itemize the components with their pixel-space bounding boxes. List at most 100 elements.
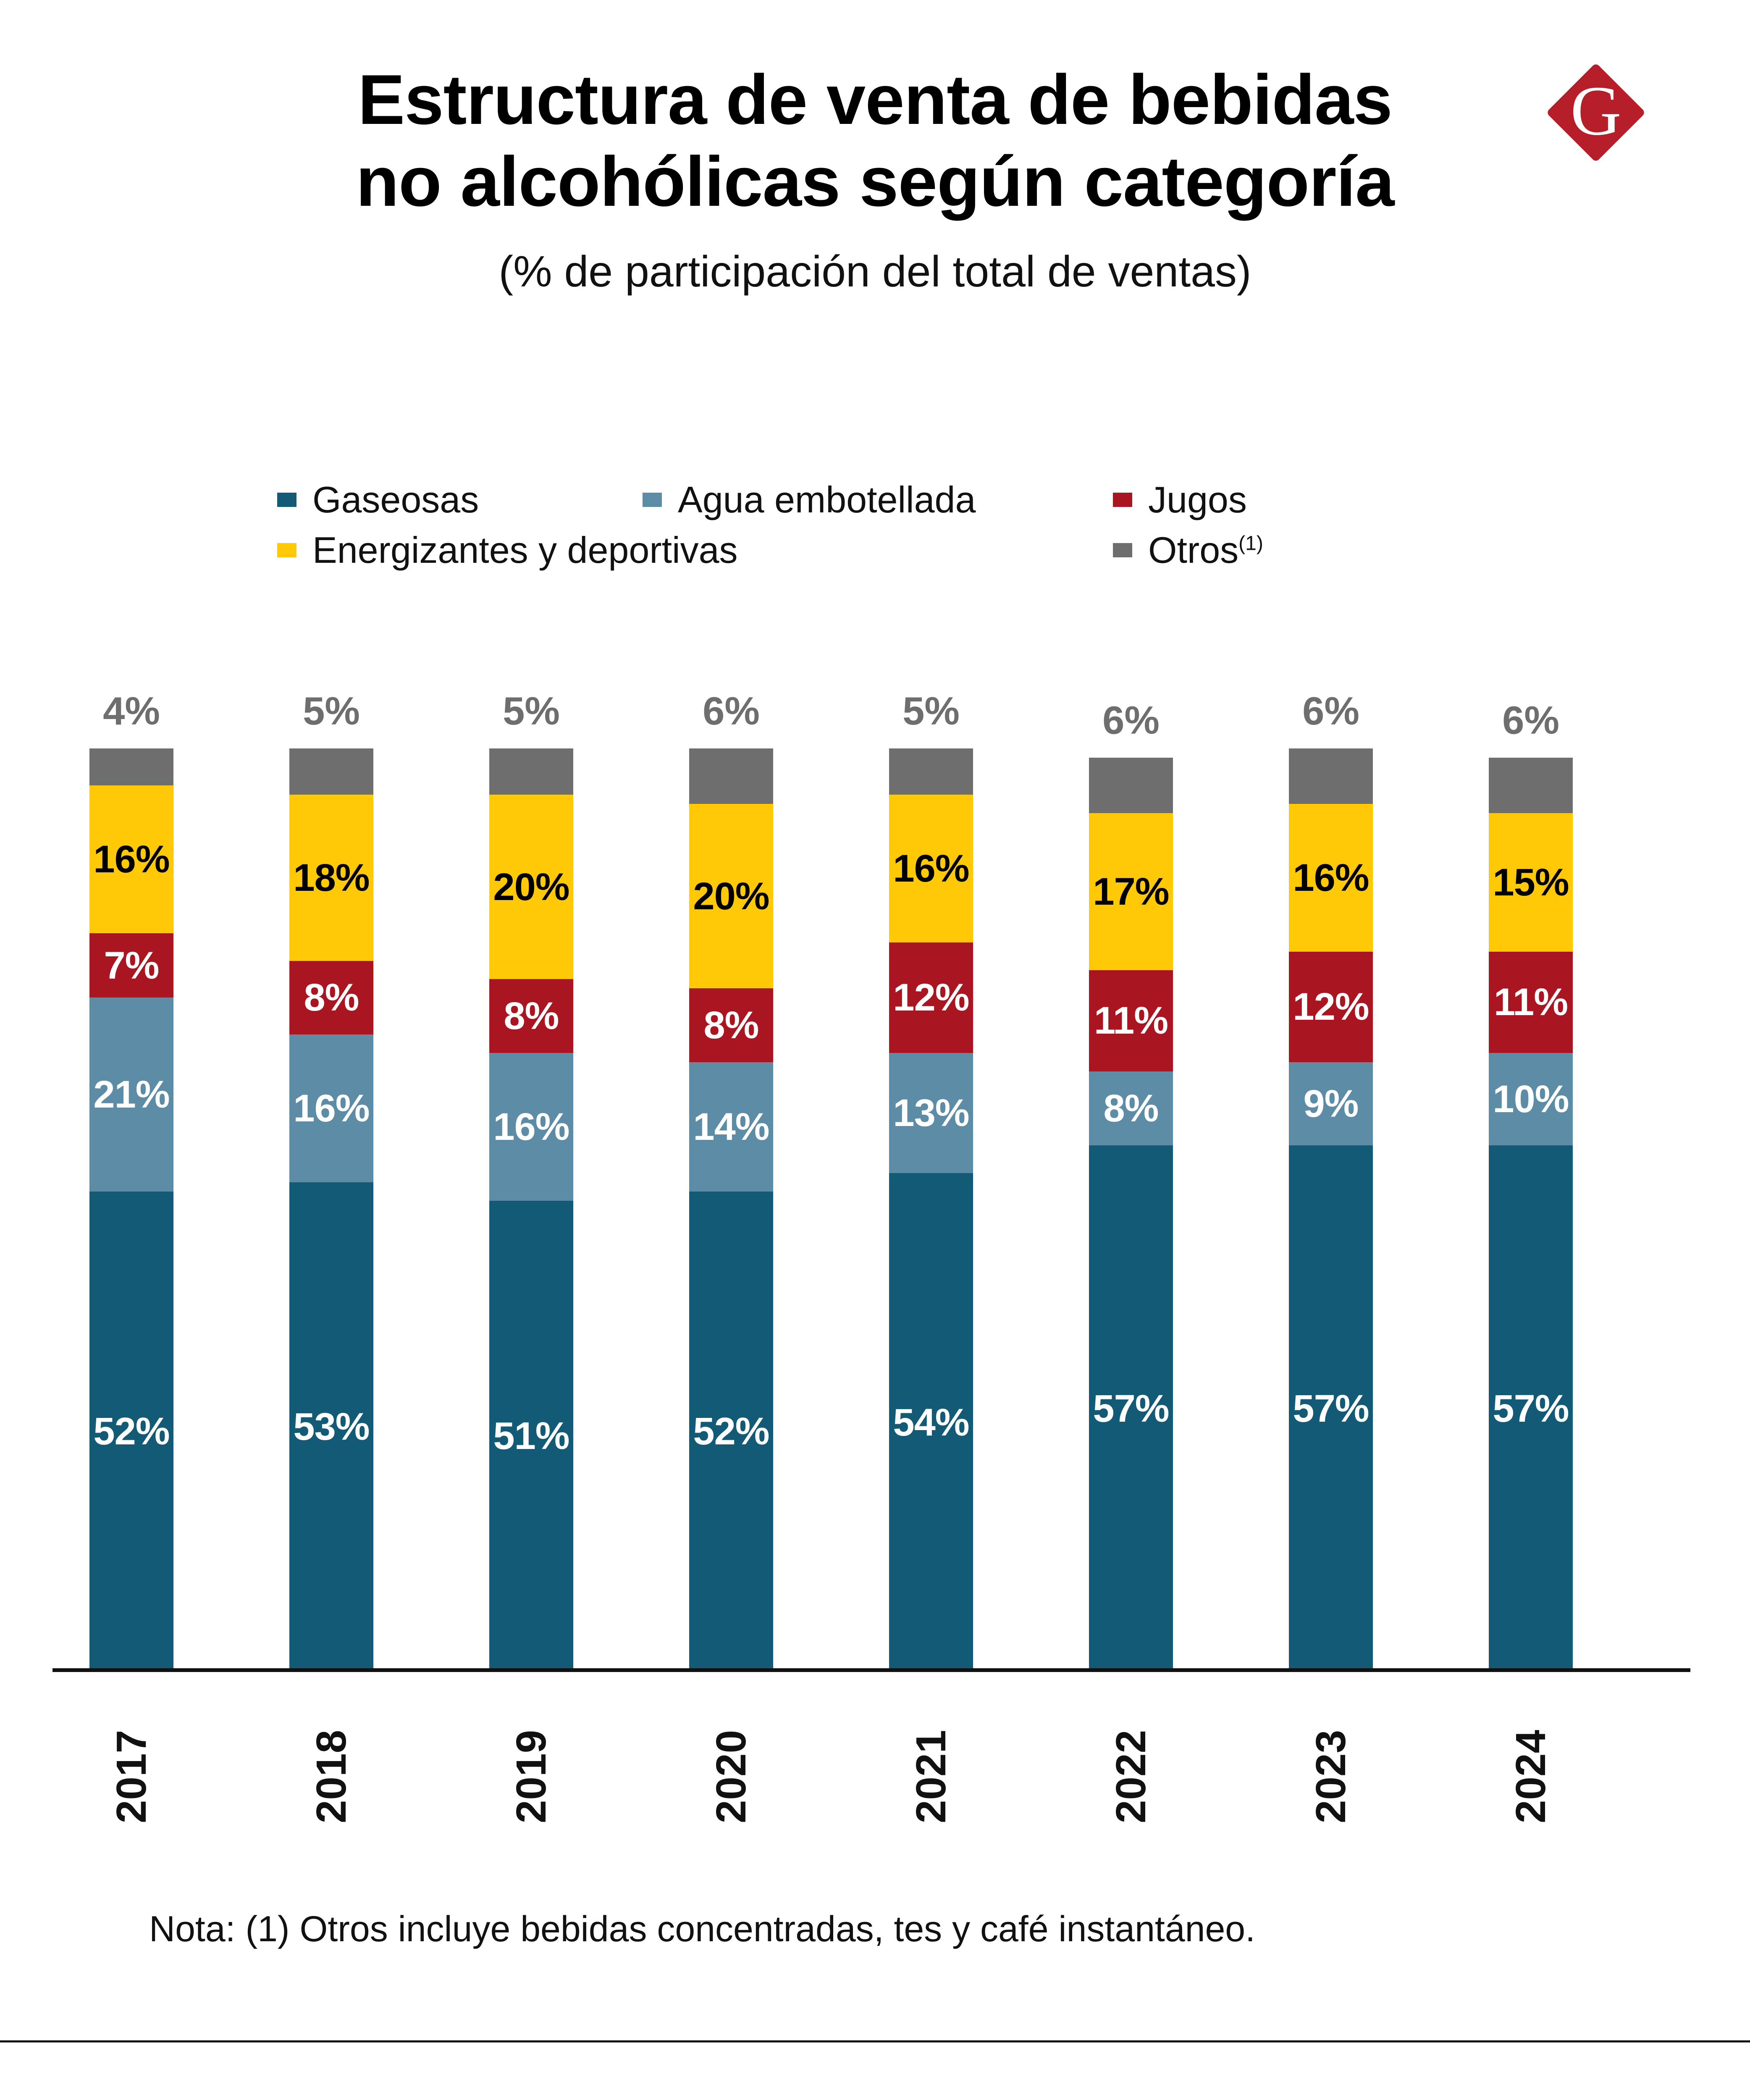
legend-item-agua-embotellada[interactable]: Agua embotellada bbox=[643, 481, 1113, 518]
bar-segment-energizantes-y-deportivas-2018[interactable]: 18% bbox=[289, 794, 373, 961]
bar-segment-jugos-2021[interactable]: 12% bbox=[889, 942, 973, 1053]
x-axis-tick-2020: 2020 bbox=[689, 1688, 773, 1865]
bar-value-label: 21% bbox=[93, 1073, 170, 1116]
legend-label-otros-text: Otros bbox=[1148, 529, 1239, 571]
legend-item-jugos[interactable]: Jugos bbox=[1113, 481, 1449, 518]
bar-value-label: 12% bbox=[1293, 985, 1369, 1029]
x-axis-tick-label: 2020 bbox=[708, 1730, 755, 1824]
x-axis-tick-label: 2021 bbox=[908, 1730, 955, 1824]
bar-segment-gaseosas-2017[interactable]: 52% bbox=[89, 1192, 173, 1672]
bar-value-label: 15% bbox=[1493, 861, 1569, 904]
legend-swatch-jugos bbox=[1113, 493, 1132, 507]
bar-value-label: 57% bbox=[1493, 1387, 1569, 1430]
bar-segment-gaseosas-2019[interactable]: 51% bbox=[489, 1200, 573, 1672]
bar-segment-energizantes-y-deportivas-2024[interactable]: 15% bbox=[1489, 813, 1573, 952]
bar-segment-otros-2018[interactable] bbox=[289, 748, 373, 795]
bar-segment-agua-embotellada-2022[interactable]: 8% bbox=[1089, 1071, 1173, 1146]
bar-segment-agua-embotellada-2018[interactable]: 16% bbox=[289, 1034, 373, 1183]
bar-segment-gaseosas-2024[interactable]: 57% bbox=[1489, 1145, 1573, 1672]
bar-top-label-2018: 5% bbox=[303, 689, 360, 733]
x-axis-ticks: 2017 2018 2019 2020 2021 2022 2023 2024 bbox=[52, 1688, 1690, 1865]
bar-segment-agua-embotellada-2020[interactable]: 14% bbox=[689, 1062, 773, 1192]
x-axis-tick-label: 2023 bbox=[1307, 1730, 1354, 1824]
bar-segment-energizantes-y-deportivas-2021[interactable]: 16% bbox=[889, 794, 973, 942]
bar-group-2020[interactable]: 6% 20% 8% 14% 52% bbox=[689, 691, 773, 1672]
bar-series-container: 4% 16% 7% 21% 52% 5% 18% 8% 16% 53% 5% 20% 8% 16% 51% 6… bbox=[52, 672, 1690, 1672]
bar-segment-energizantes-y-deportivas-2022[interactable]: 17% bbox=[1089, 813, 1173, 970]
bar-segment-otros-2017[interactable] bbox=[89, 748, 173, 785]
bar-group-2019[interactable]: 5% 20% 8% 16% 51% bbox=[489, 691, 573, 1672]
bar-segment-energizantes-y-deportivas-2023[interactable]: 16% bbox=[1289, 803, 1373, 952]
bar-segment-otros-2022[interactable] bbox=[1089, 757, 1173, 813]
bar-value-label: 8% bbox=[1103, 1087, 1159, 1130]
bar-segment-energizantes-y-deportivas-2017[interactable]: 16% bbox=[89, 785, 173, 933]
legend-item-otros[interactable]: Otros(1) bbox=[1113, 532, 1449, 569]
bar-value-label: 7% bbox=[104, 944, 160, 987]
bar-segment-agua-embotellada-2024[interactable]: 10% bbox=[1489, 1053, 1573, 1146]
bar-segment-otros-2020[interactable] bbox=[689, 748, 773, 804]
x-axis-tick-2017: 2017 bbox=[89, 1688, 173, 1865]
bar-value-label: 53% bbox=[293, 1405, 370, 1449]
page-title-line-1: Estructura de venta de bebidas bbox=[358, 60, 1393, 139]
legend-label-gaseosas: Gaseosas bbox=[312, 479, 479, 520]
bar-segment-agua-embotellada-2021[interactable]: 13% bbox=[889, 1053, 973, 1173]
bar-segment-gaseosas-2022[interactable]: 57% bbox=[1089, 1145, 1173, 1672]
legend-row-2: Energizantes y deportivas Otros(1) bbox=[277, 525, 1495, 575]
bar-value-label: 14% bbox=[693, 1105, 769, 1149]
x-axis-tick-2019: 2019 bbox=[489, 1688, 573, 1865]
bar-segment-otros-2021[interactable] bbox=[889, 748, 973, 795]
bar-value-label: 16% bbox=[1293, 856, 1369, 899]
x-axis-tick-2024: 2024 bbox=[1489, 1688, 1573, 1865]
bar-segment-gaseosas-2021[interactable]: 54% bbox=[889, 1173, 973, 1672]
bar-group-2023[interactable]: 6% 16% 12% 9% 57% bbox=[1289, 691, 1373, 1672]
bar-stack-2020: 20% 8% 14% 52% bbox=[689, 748, 773, 1672]
bar-value-label: 18% bbox=[293, 856, 370, 899]
legend-item-energizantes-y-deportivas[interactable]: Energizantes y deportivas bbox=[277, 532, 1113, 569]
bar-segment-gaseosas-2023[interactable]: 57% bbox=[1289, 1145, 1373, 1672]
bar-value-label: 8% bbox=[304, 976, 359, 1019]
bar-segment-agua-embotellada-2019[interactable]: 16% bbox=[489, 1053, 573, 1201]
bar-group-2022[interactable]: 6% 17% 11% 8% 57% bbox=[1089, 700, 1173, 1672]
bar-segment-jugos-2018[interactable]: 8% bbox=[289, 961, 373, 1035]
bar-segment-otros-2019[interactable] bbox=[489, 748, 573, 795]
bar-segment-jugos-2019[interactable]: 8% bbox=[489, 979, 573, 1053]
bar-segment-energizantes-y-deportivas-2019[interactable]: 20% bbox=[489, 794, 573, 979]
bar-segment-energizantes-y-deportivas-2020[interactable]: 20% bbox=[689, 803, 773, 989]
bar-top-label-2017: 4% bbox=[103, 689, 160, 733]
bar-segment-jugos-2017[interactable]: 7% bbox=[89, 933, 173, 998]
bar-value-label: 57% bbox=[1293, 1387, 1369, 1430]
bar-segment-otros-2023[interactable] bbox=[1289, 748, 1373, 804]
bar-segment-jugos-2020[interactable]: 8% bbox=[689, 988, 773, 1063]
bar-segment-gaseosas-2020[interactable]: 52% bbox=[689, 1192, 773, 1672]
title-block: Estructura de venta de bebidas no alcohó… bbox=[0, 0, 1750, 223]
bar-group-2017[interactable]: 4% 16% 7% 21% 52% bbox=[89, 691, 173, 1672]
bar-value-label: 52% bbox=[93, 1410, 170, 1453]
bar-segment-agua-embotellada-2017[interactable]: 21% bbox=[89, 998, 173, 1192]
bar-group-2021[interactable]: 5% 16% 12% 13% 54% bbox=[889, 691, 973, 1672]
bar-segment-jugos-2022[interactable]: 11% bbox=[1089, 970, 1173, 1072]
bar-value-label: 9% bbox=[1303, 1082, 1359, 1126]
page-subtitle: (% de participación del total de ventas) bbox=[499, 247, 1251, 296]
bar-segment-otros-2024[interactable] bbox=[1489, 757, 1573, 813]
bar-stack-2017: 16% 7% 21% 52% bbox=[89, 748, 173, 1672]
bar-segment-gaseosas-2018[interactable]: 53% bbox=[289, 1182, 373, 1672]
x-axis-tick-label: 2017 bbox=[108, 1730, 155, 1824]
bar-value-label: 54% bbox=[893, 1401, 969, 1444]
bar-value-label: 20% bbox=[493, 865, 569, 908]
legend-item-gaseosas[interactable]: Gaseosas bbox=[277, 481, 643, 518]
bar-segment-jugos-2023[interactable]: 12% bbox=[1289, 951, 1373, 1063]
page-title-line-2: no alcohólicas según categoría bbox=[356, 142, 1394, 221]
bar-stack-2023: 16% 12% 9% 57% bbox=[1289, 748, 1373, 1672]
bar-group-2024[interactable]: 6% 15% 11% 10% 57% bbox=[1489, 700, 1573, 1672]
bar-segment-agua-embotellada-2023[interactable]: 9% bbox=[1289, 1062, 1373, 1146]
x-axis-tick-2018: 2018 bbox=[289, 1688, 373, 1865]
legend-swatch-otros bbox=[1113, 543, 1132, 557]
bar-segment-jugos-2024[interactable]: 11% bbox=[1489, 951, 1573, 1053]
bar-value-label: 11% bbox=[1094, 999, 1168, 1042]
bar-value-label: 8% bbox=[703, 1004, 759, 1047]
bar-stack-2022: 17% 11% 8% 57% bbox=[1089, 757, 1173, 1672]
bar-group-2018[interactable]: 5% 18% 8% 16% 53% bbox=[289, 691, 373, 1672]
x-axis-tick-label: 2022 bbox=[1107, 1730, 1154, 1824]
bar-stack-2018: 18% 8% 16% 53% bbox=[289, 748, 373, 1672]
